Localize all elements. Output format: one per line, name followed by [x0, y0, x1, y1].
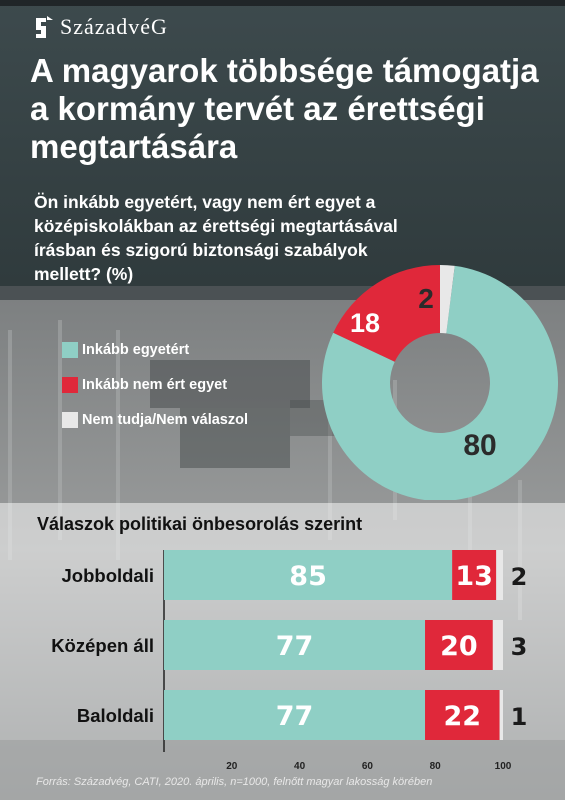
bar-segment-0-1 [452, 550, 497, 600]
legend-item-agree: Inkább egyetért [62, 340, 248, 360]
donut-chart: 80 18 2 [322, 265, 558, 500]
bar-value-2-0: 77 [276, 701, 314, 732]
donut-slice-2 [440, 265, 455, 334]
legend-swatch-no-answer [62, 412, 78, 428]
category-label-0: Jobboldali [62, 565, 155, 586]
legend-label-agree: Inkább egyetért [82, 342, 190, 358]
legend-item-disagree: Inkább nem ért egyet [62, 375, 248, 395]
bar-value-1-0: 77 [276, 631, 314, 662]
x-tick-label-2: 60 [362, 761, 374, 772]
bar-value-1-2: 3 [511, 633, 528, 661]
bar-value-0-2: 2 [511, 563, 528, 591]
legend: Inkább egyetért Inkább nem ért egyet Nem… [62, 340, 248, 445]
donut-slice-0 [322, 265, 558, 500]
x-tick-label-3: 80 [430, 761, 442, 772]
bar-value-1-1: 20 [440, 631, 478, 662]
x-tick-label-0: 20 [226, 761, 238, 772]
bar-segment-1-0 [164, 620, 426, 670]
bar-segment-1-1 [425, 620, 493, 670]
bar-value-2-1: 22 [444, 701, 482, 732]
bar-value-0-0: 85 [289, 561, 327, 592]
legend-label-no-answer: Nem tudja/Nem válaszol [82, 412, 248, 428]
bar-segment-2-2 [499, 690, 503, 740]
szazadveg-logo-icon [36, 16, 53, 38]
bar-segment-0-2 [496, 550, 503, 600]
donut-label-2: 2 [418, 283, 434, 314]
legend-item-no-answer: Nem tudja/Nem válaszol [62, 410, 248, 430]
x-tick-label-4: 100 [495, 761, 512, 772]
brand-logo: SzázadvéG [34, 14, 168, 40]
bar-value-2-2: 1 [511, 703, 528, 731]
source-note: Forrás: Századvég, CATI, 2020. április, … [36, 776, 433, 788]
donut-label-0: 80 [463, 429, 496, 462]
x-tick-label-1: 40 [294, 761, 306, 772]
question-text: Ön inkább egyetért, vagy nem ért egyet a… [34, 192, 398, 284]
legend-swatch-disagree [62, 377, 78, 393]
bar-segment-0-0 [164, 550, 453, 600]
brand-name: SzázadvéG [60, 14, 168, 39]
page-title: A magyarok többsége támogatja a kormány … [30, 52, 539, 165]
bar-segment-2-1 [425, 690, 500, 740]
legend-swatch-agree [62, 342, 78, 358]
donut-slice-1 [333, 265, 440, 362]
donut-label-1: 18 [350, 308, 380, 338]
legend-label-disagree: Inkább nem ért egyet [82, 377, 228, 393]
bar-segment-1-2 [492, 620, 503, 670]
bar-value-0-1: 13 [455, 561, 493, 592]
category-label-1: Középen áll [51, 635, 154, 656]
bar-segment-2-0 [164, 690, 426, 740]
bar-chart-title: Válaszok politikai önbesorolás szerint [37, 514, 362, 534]
category-label-2: Baloldali [77, 705, 154, 726]
